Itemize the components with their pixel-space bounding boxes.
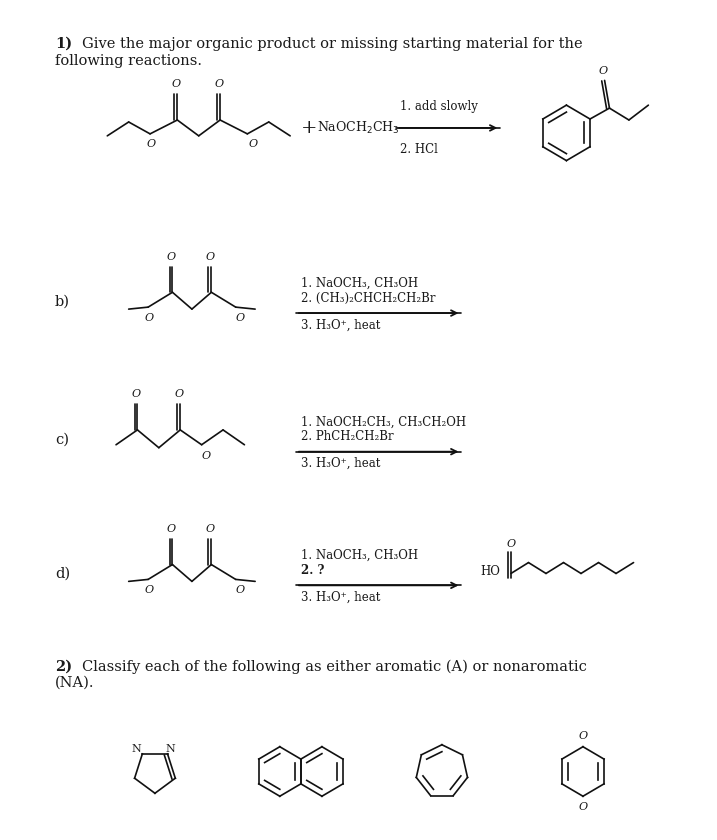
Text: O: O — [144, 585, 153, 596]
Text: Give the major organic product or missing starting material for the: Give the major organic product or missin… — [82, 37, 583, 50]
Text: O: O — [214, 79, 224, 89]
Text: 3. H₃O⁺, heat: 3. H₃O⁺, heat — [301, 591, 380, 604]
Text: O: O — [206, 252, 215, 261]
Text: 1): 1) — [54, 37, 72, 50]
Text: O: O — [579, 731, 587, 741]
Text: O: O — [144, 313, 153, 323]
Text: O: O — [248, 139, 257, 149]
Text: O: O — [201, 450, 211, 460]
Text: O: O — [506, 538, 516, 549]
Text: N: N — [132, 744, 141, 754]
Text: 2. HCl: 2. HCl — [400, 143, 438, 156]
Text: d): d) — [54, 566, 70, 580]
Text: (NA).: (NA). — [54, 675, 94, 690]
Text: following reactions.: following reactions. — [54, 54, 201, 67]
Text: O: O — [132, 389, 141, 399]
Text: 1. NaOCH₃, CH₃OH: 1. NaOCH₃, CH₃OH — [301, 277, 418, 290]
Text: O: O — [598, 66, 607, 76]
Text: O: O — [167, 524, 176, 534]
Text: 2. ?: 2. ? — [301, 564, 324, 577]
Text: b): b) — [54, 294, 70, 308]
Text: 3. H₃O⁺, heat: 3. H₃O⁺, heat — [301, 457, 380, 470]
Text: 1. NaOCH₂CH₃, CH₃CH₂OH: 1. NaOCH₂CH₃, CH₃CH₂OH — [301, 416, 466, 428]
Text: 1. NaOCH₃, CH₃OH: 1. NaOCH₃, CH₃OH — [301, 549, 418, 562]
Text: +: + — [301, 119, 318, 137]
Text: Classify each of the following as either aromatic (A) or nonaromatic: Classify each of the following as either… — [82, 659, 587, 674]
Text: N: N — [166, 744, 176, 754]
Text: 3. H₃O⁺, heat: 3. H₃O⁺, heat — [301, 318, 380, 332]
Text: 2. (CH₃)₂CHCH₂CH₂Br: 2. (CH₃)₂CHCH₂CH₂Br — [301, 291, 435, 305]
Text: c): c) — [54, 433, 69, 447]
Text: 2): 2) — [54, 659, 72, 674]
Text: O: O — [236, 313, 244, 323]
Text: 2. PhCH₂CH₂Br: 2. PhCH₂CH₂Br — [301, 430, 394, 444]
Text: O: O — [172, 79, 181, 89]
Text: O: O — [146, 139, 156, 149]
Text: O: O — [175, 389, 184, 399]
Text: NaOCH$_2$CH$_3$: NaOCH$_2$CH$_3$ — [318, 120, 400, 136]
Text: O: O — [236, 585, 244, 596]
Text: O: O — [579, 802, 587, 812]
Text: 1. add slowly: 1. add slowly — [400, 100, 478, 113]
Text: O: O — [167, 252, 176, 261]
Text: HO: HO — [481, 565, 500, 578]
Text: O: O — [206, 524, 215, 534]
